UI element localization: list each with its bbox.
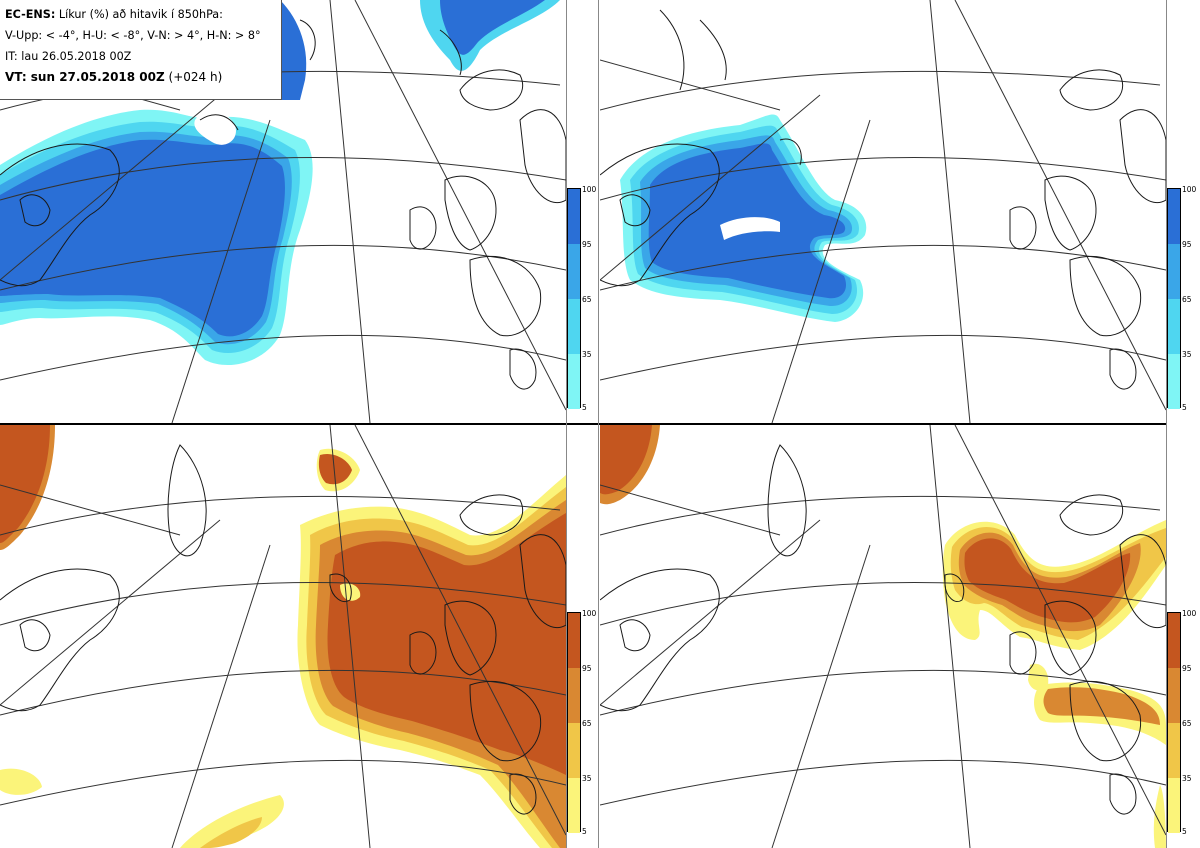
colorbar-tick-95: 95 bbox=[582, 240, 592, 249]
threshold-legend: V-Upp: < -4°, H-U: < -8°, V-N: > 4°, H-N… bbox=[5, 29, 261, 42]
colorbar-tick-35: 35 bbox=[582, 774, 592, 783]
initial-time: IT: lau 26.05.2018 00Z bbox=[5, 50, 132, 63]
colorbar-tick-100: 100 bbox=[582, 185, 597, 194]
colorbar-lower-left bbox=[567, 612, 581, 833]
map-canvas bbox=[0, 425, 566, 848]
parameter-description: Líkur (%) að hitavik í 850hPa: bbox=[58, 8, 223, 21]
colorbar-tick-5: 5 bbox=[1182, 403, 1187, 412]
divider-vertical bbox=[566, 0, 567, 848]
graticule bbox=[600, 425, 1166, 848]
coastlines bbox=[0, 19, 566, 390]
lead-time: (+024 h) bbox=[168, 70, 223, 84]
header-info-box: EC-ENS: Líkur (%) að hitavik í 850hPa: V… bbox=[0, 0, 282, 100]
colorbar-tick-95: 95 bbox=[1182, 240, 1192, 249]
map-panel-lower-right bbox=[600, 425, 1166, 848]
colorbar-tick-65: 65 bbox=[1182, 295, 1192, 304]
colorbar-tick-65: 65 bbox=[582, 719, 592, 728]
model-name: EC-ENS: bbox=[5, 8, 56, 21]
graticule bbox=[600, 0, 1166, 423]
colorbar-tick-35: 35 bbox=[582, 350, 592, 359]
map-canvas bbox=[600, 0, 1166, 423]
colorbar-tick-95: 95 bbox=[1182, 664, 1192, 673]
colorbar-tick-35: 35 bbox=[1182, 774, 1192, 783]
probability-field-cold bbox=[620, 114, 867, 322]
colorbar-tick-95: 95 bbox=[582, 664, 592, 673]
valid-time: VT: sun 27.05.2018 00Z bbox=[5, 70, 165, 84]
divider-horizontal bbox=[0, 423, 1166, 425]
colorbar-tick-5: 5 bbox=[582, 827, 587, 836]
coastlines bbox=[600, 444, 1166, 815]
colorbar-upper-left bbox=[567, 188, 581, 409]
colorbar-tick-35: 35 bbox=[1182, 350, 1192, 359]
right-edge bbox=[1166, 0, 1167, 848]
colorbar-tick-5: 5 bbox=[582, 403, 587, 412]
coastlines bbox=[600, 9, 1166, 390]
colorbar-tick-100: 100 bbox=[1182, 609, 1197, 618]
colorbar-tick-65: 65 bbox=[582, 295, 592, 304]
colorbar-tick-100: 100 bbox=[1182, 185, 1197, 194]
colorbar-lower-right bbox=[1167, 612, 1181, 833]
divider-vertical-right bbox=[598, 0, 599, 848]
colorbar-upper-right bbox=[1167, 188, 1181, 409]
probability-field-cold bbox=[0, 0, 560, 366]
map-panel-upper-right bbox=[600, 0, 1166, 423]
colorbar-tick-65: 65 bbox=[1182, 719, 1192, 728]
colorbar-tick-100: 100 bbox=[582, 609, 597, 618]
coastlines bbox=[0, 444, 566, 815]
probability-field-warm bbox=[0, 425, 566, 848]
probability-field-warm bbox=[600, 425, 1166, 848]
map-panel-upper-left: EC-ENS: Líkur (%) að hitavik í 850hPa: V… bbox=[0, 0, 566, 423]
map-canvas bbox=[600, 425, 1166, 848]
map-panel-lower-left bbox=[0, 425, 566, 848]
colorbar-tick-5: 5 bbox=[1182, 827, 1187, 836]
